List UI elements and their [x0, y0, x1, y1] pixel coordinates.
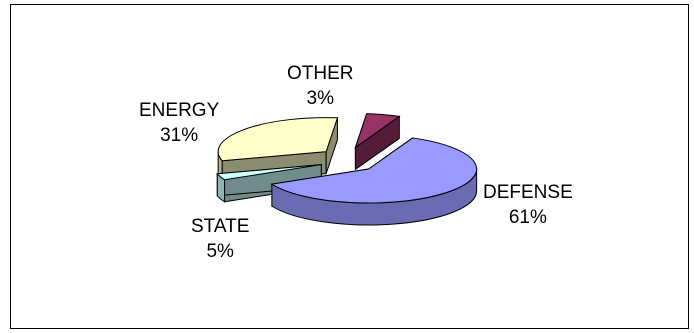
pie-chart	[216, 113, 478, 226]
pie-slice-other	[216, 164, 322, 203]
pie-slice-state-top	[354, 113, 401, 149]
slice-label-state: STATE 5%	[191, 214, 249, 264]
slice-name-other: OTHER	[287, 63, 354, 84]
slice-name-energy: ENERGY	[139, 100, 220, 121]
slice-value-energy: 31%	[160, 125, 199, 146]
pie-slice-other-top	[216, 164, 322, 181]
slice-label-other: OTHER 3%	[287, 61, 354, 111]
slice-value-state: 5%	[206, 241, 234, 262]
slice-value-defense: 61%	[508, 207, 547, 228]
pie-slice-defense	[270, 136, 478, 226]
pie-slice-energy-top	[217, 117, 339, 162]
chart-frame: DEFENSE 61% OTHER 3% ENERGY 31% STATE 5%	[10, 4, 689, 329]
slice-name-state: STATE	[191, 216, 250, 237]
pie-slice-defense-top	[270, 137, 478, 204]
pie-slice-state	[354, 113, 401, 171]
slice-value-other: 3%	[306, 88, 334, 109]
slice-label-energy: ENERGY 31%	[139, 98, 219, 148]
slice-name-defense: DEFENSE	[483, 182, 573, 203]
slice-label-defense: DEFENSE 61%	[483, 180, 573, 230]
